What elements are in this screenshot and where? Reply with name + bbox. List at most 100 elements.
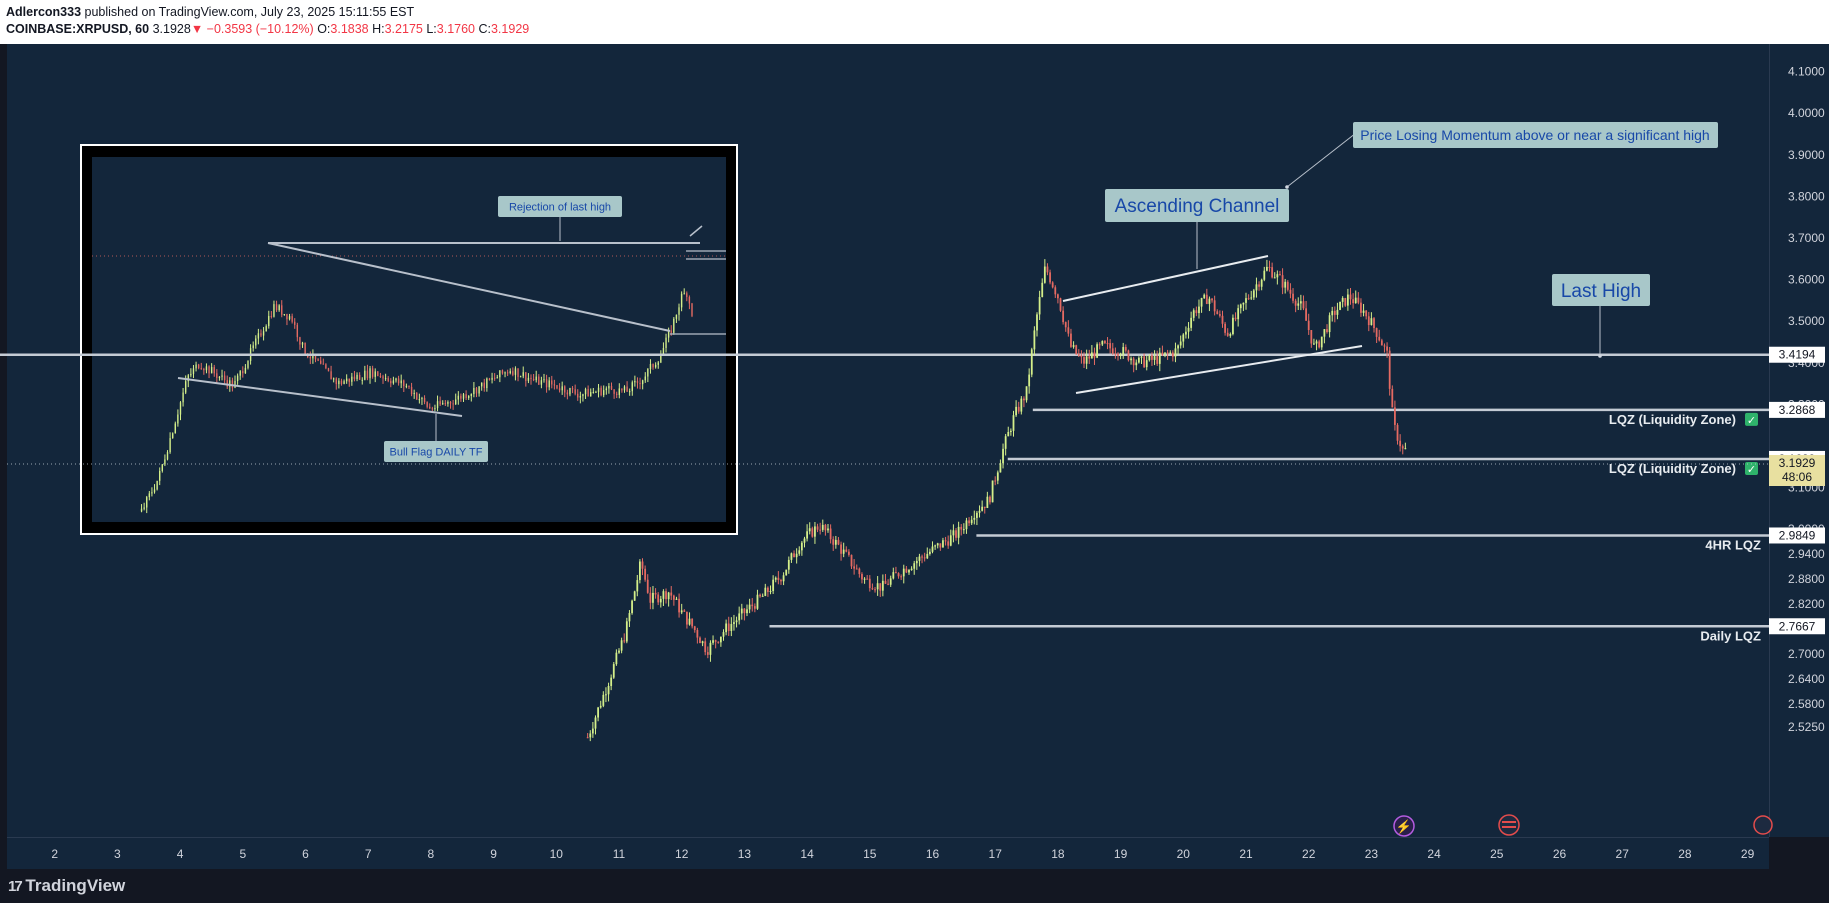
candle	[1370, 318, 1373, 326]
candle	[252, 345, 254, 349]
candle	[387, 378, 389, 382]
price-tick-label: 2.8200	[1788, 597, 1825, 611]
bull-flag-label-box[interactable]	[384, 441, 488, 462]
last-high-label-box[interactable]	[1552, 274, 1650, 306]
candle	[1085, 356, 1088, 364]
candle	[579, 396, 582, 398]
candle	[171, 433, 174, 439]
candle	[1391, 388, 1394, 408]
candle	[210, 367, 213, 374]
candle	[294, 321, 296, 325]
tradingview-logo[interactable]: 17 TradingView	[8, 876, 125, 896]
candle	[842, 549, 845, 554]
time-tick-label: 3	[114, 847, 121, 861]
candle	[561, 386, 563, 391]
candle	[351, 376, 353, 382]
time-tick-label: 14	[800, 847, 814, 861]
candle	[753, 606, 756, 609]
candle	[652, 592, 654, 603]
low-label: L:	[426, 22, 437, 36]
candle	[532, 378, 535, 381]
candle	[501, 370, 504, 374]
candle	[1023, 398, 1025, 401]
current-price-badge	[1769, 455, 1825, 486]
candle	[1346, 294, 1349, 306]
candle	[665, 337, 667, 348]
us-flag-icon-2[interactable]	[1753, 815, 1773, 835]
candle	[1404, 448, 1407, 450]
candle	[1211, 298, 1213, 301]
candle	[592, 392, 595, 394]
candle	[545, 379, 548, 388]
candle	[1286, 281, 1289, 290]
candle	[569, 388, 571, 395]
candle	[921, 556, 923, 558]
candle	[460, 395, 462, 399]
candle	[1137, 357, 1140, 363]
candle	[423, 398, 426, 403]
candle	[621, 388, 623, 391]
price-tick-label: 2.5250	[1788, 720, 1825, 734]
candle	[983, 506, 986, 508]
candle	[283, 314, 286, 316]
candle	[1333, 310, 1336, 315]
candle	[615, 652, 618, 665]
symbol-name[interactable]: COINBASE:XRPUSD, 60	[6, 22, 150, 36]
candle	[140, 508, 143, 512]
high-label: H:	[372, 22, 385, 36]
candle	[827, 528, 829, 531]
lightning-icon[interactable]	[1393, 815, 1415, 837]
us-flag-icon[interactable]	[1498, 814, 1520, 836]
candle	[1323, 329, 1326, 337]
candle	[1396, 424, 1399, 441]
candle	[192, 368, 195, 374]
candle	[717, 641, 720, 643]
candle	[688, 296, 691, 304]
time-axis[interactable]	[7, 837, 1769, 870]
candle	[1394, 407, 1396, 425]
candle	[660, 355, 662, 363]
candle	[806, 531, 808, 539]
candle	[686, 293, 688, 297]
channel-top-line[interactable]	[1062, 255, 1269, 302]
candle	[1362, 310, 1365, 313]
candle	[1064, 322, 1067, 328]
candle	[761, 595, 764, 597]
candle	[855, 568, 858, 570]
candle	[166, 452, 169, 460]
candle	[153, 489, 156, 493]
candle	[874, 589, 876, 591]
candle	[871, 588, 874, 590]
channel-bottom-line[interactable]	[1075, 345, 1363, 394]
ascending-channel-label-box[interactable]	[1105, 189, 1289, 222]
candle	[587, 389, 589, 397]
time-tick-label: 8	[428, 847, 435, 861]
candle	[304, 342, 306, 355]
candle	[475, 387, 478, 394]
candle	[384, 378, 387, 380]
candle	[1218, 314, 1221, 316]
candle	[607, 686, 610, 695]
candle	[1104, 341, 1106, 344]
last-high-anchor	[1598, 354, 1602, 358]
candle	[1292, 293, 1294, 301]
candle	[151, 492, 153, 494]
author-name[interactable]: Adlercon333	[6, 5, 82, 19]
candle	[594, 717, 597, 729]
candle	[610, 677, 613, 687]
down-arrow-icon: ▼	[190, 22, 204, 36]
candle	[986, 496, 989, 508]
price-axis[interactable]	[1769, 44, 1829, 837]
candle	[623, 640, 626, 642]
candle	[514, 368, 517, 375]
candle	[268, 315, 270, 327]
time-tick-label: 28	[1678, 847, 1692, 861]
candle	[706, 652, 709, 655]
candle	[203, 369, 205, 371]
candle	[644, 568, 647, 580]
candle	[641, 561, 644, 569]
candle	[759, 594, 761, 597]
momentum-label-box[interactable]	[1353, 122, 1718, 148]
rejection-label-box[interactable]	[498, 196, 622, 217]
